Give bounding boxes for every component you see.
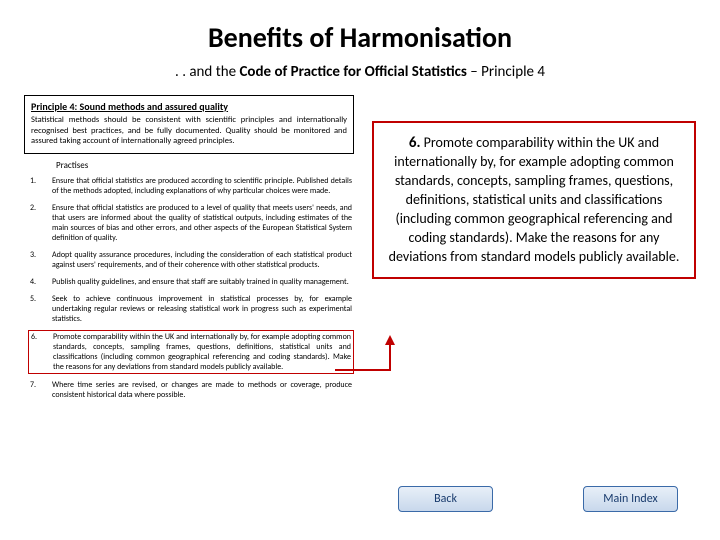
callout-text: Promote comparability within the UK and …: [389, 134, 680, 265]
list-item: 5.Seek to achieve continuous improvement…: [28, 293, 354, 325]
list-item: 7.Where time series are revised, or chan…: [28, 379, 354, 401]
back-button[interactable]: Back: [398, 486, 493, 512]
callout-box: 6. Promote comparability within the UK a…: [372, 121, 696, 279]
practises-list: 1.Ensure that official statistics are pr…: [24, 175, 354, 401]
principle-body: Statistical methods should be consistent…: [31, 115, 347, 147]
main-index-button[interactable]: Main Index: [583, 486, 678, 512]
subtitle-suffix: – Principle 4: [467, 63, 545, 81]
list-item-highlighted: 6.Promote comparability within the UK an…: [28, 330, 354, 374]
practises-label: Practises: [24, 160, 354, 171]
list-item: 1.Ensure that official statistics are pr…: [28, 175, 354, 197]
callout-lead: 6.: [409, 134, 421, 152]
right-column: 6. Promote comparability within the UK a…: [372, 95, 696, 406]
list-item: 2.Ensure that official statistics are pr…: [28, 202, 354, 244]
principle-heading: Principle 4: Sound methods and assured q…: [31, 100, 347, 113]
subtitle-prefix: . . and the: [175, 63, 239, 81]
page-title: Benefits of Harmonisation: [0, 0, 720, 55]
list-item: 3.Adopt quality assurance procedures, in…: [28, 249, 354, 271]
subtitle-bold: Code of Practice for Official Statistics: [239, 63, 466, 81]
principle-box: Principle 4: Sound methods and assured q…: [24, 95, 354, 154]
list-item: 4.Publish quality guidelines, and ensure…: [28, 276, 354, 288]
left-column: Principle 4: Sound methods and assured q…: [24, 95, 354, 406]
page-subtitle: . . and the Code of Practice for Officia…: [0, 55, 720, 95]
